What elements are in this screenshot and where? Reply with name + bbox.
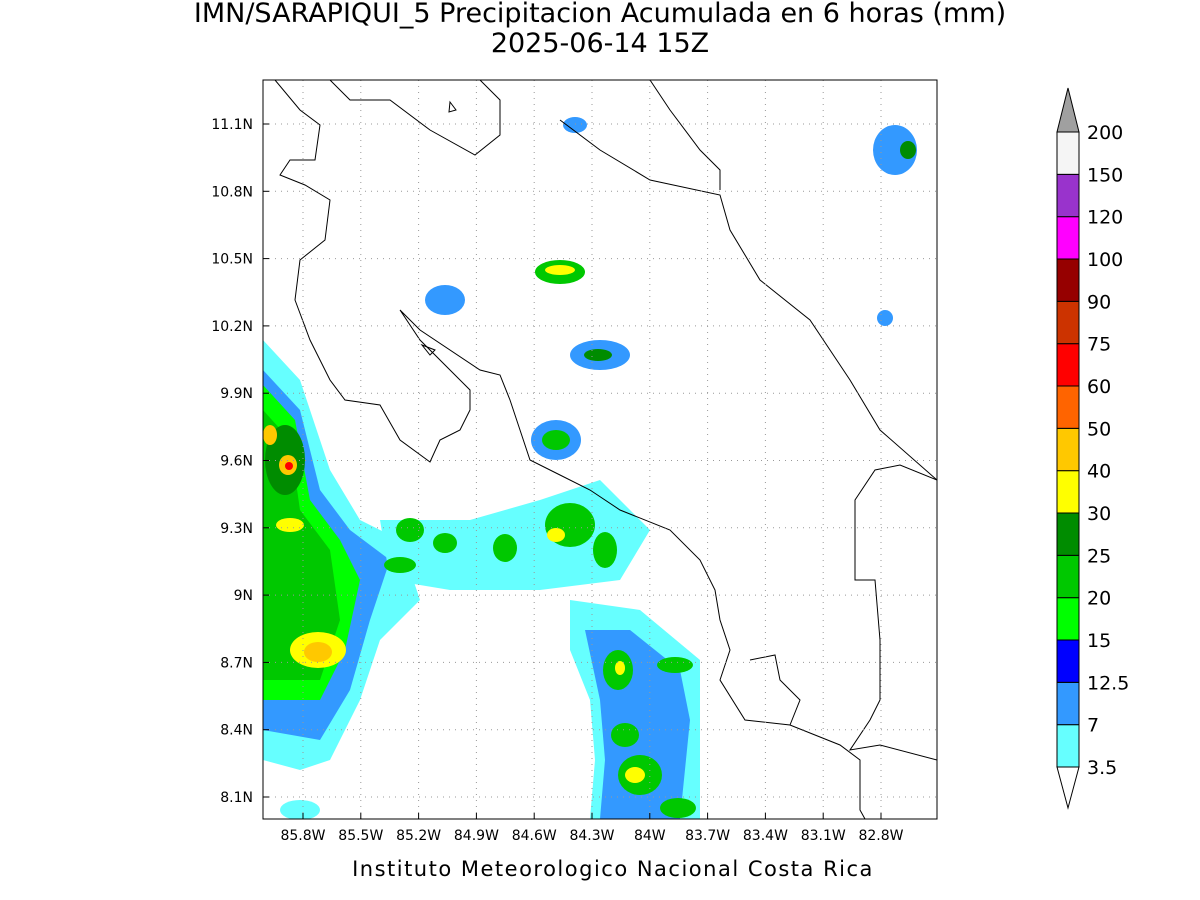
lon-tick-label: 84.6W	[512, 828, 557, 844]
footer: Instituto Meteorologico Nacional Costa R…	[352, 857, 874, 881]
lat-tick-label: 9.9N	[220, 386, 253, 402]
lon-tick-label: 85.5W	[338, 828, 383, 844]
colorbar-label: 50	[1087, 418, 1111, 440]
lon-tick-label: 83.4W	[743, 828, 788, 844]
lat-tick-label: 11.1N	[211, 117, 253, 133]
colorbar-label: 150	[1087, 164, 1123, 186]
colorbar-label: 90	[1087, 291, 1111, 313]
colorbar-segment	[1056, 554, 1080, 599]
colorbar-label: 120	[1087, 207, 1123, 229]
colorbar-segment	[1056, 639, 1080, 683]
map-area	[263, 80, 937, 819]
colorbar-segment	[1056, 343, 1080, 387]
lon-tick-label: 82.8W	[858, 828, 903, 844]
precipitation	[263, 117, 917, 819]
subtitle: 2025-06-14 15Z	[491, 28, 709, 59]
lat-tick-label: 9N	[234, 588, 253, 604]
colorbar-label: 40	[1087, 461, 1111, 483]
colorbar-under	[1056, 766, 1080, 810]
colorbar-segment	[1056, 173, 1080, 218]
colorbar-segment	[1056, 681, 1080, 726]
lat-tick-label: 8.4N	[220, 723, 253, 739]
lon-tick-label: 84W	[634, 828, 666, 844]
colorbar-label: 3.5	[1087, 757, 1117, 779]
map-frame	[262, 79, 938, 820]
lat-tick-label: 9.6N	[220, 454, 253, 470]
colorbar: 3.5 7 12.5 15 20 25 30 40 50 60 75 90 100 120 150 200	[1056, 87, 1129, 810]
title: IMN/SARAPIQUI_5 Precipitacion Acumulada …	[194, 0, 1006, 29]
lat-tick-label: 8.7N	[220, 655, 253, 671]
lat-tick-label: 10.8N	[211, 184, 253, 200]
colorbar-segment	[1056, 300, 1080, 345]
colorbar-label: 25	[1087, 545, 1111, 567]
colorbar-segment	[1056, 512, 1080, 556]
colorbar-segment	[1056, 470, 1080, 514]
colorbar-segment	[1056, 597, 1080, 641]
colorbar-segment	[1056, 216, 1080, 260]
colorbar-segment	[1056, 258, 1080, 302]
colorbar-segment	[1056, 385, 1080, 429]
lon-tick-label: 85.8W	[280, 828, 325, 844]
lat-tick-label: 9.3N	[220, 521, 253, 537]
colorbar-segment	[1056, 427, 1080, 472]
colorbar-segment	[1056, 131, 1080, 175]
colorbar-label: 7	[1087, 715, 1099, 737]
colorbar-label: 20	[1087, 588, 1111, 610]
colorbar-label: 100	[1087, 249, 1123, 271]
lat-tick-label: 10.5N	[211, 252, 253, 268]
colorbar-label: 60	[1087, 376, 1111, 398]
colorbar-label: 200	[1087, 122, 1123, 144]
lon-tick-label: 84.3W	[569, 828, 614, 844]
colorbar-label: 12.5	[1087, 672, 1129, 694]
lat-tick-label: 10.2N	[211, 319, 253, 335]
colorbar-over	[1056, 87, 1080, 133]
colorbar-label: 75	[1087, 334, 1111, 356]
lon-tick-label: 83.7W	[685, 828, 730, 844]
colorbar-segment	[1056, 724, 1080, 768]
lon-tick-label: 85.2W	[396, 828, 441, 844]
lon-tick-label: 84.9W	[454, 828, 499, 844]
colorbar-label: 15	[1087, 630, 1111, 652]
lat-tick-label: 8.1N	[220, 790, 253, 806]
grid	[263, 80, 937, 819]
coastline	[274, 80, 937, 819]
lon-tick-label: 83.1W	[801, 828, 846, 844]
colorbar-label: 30	[1087, 503, 1111, 525]
